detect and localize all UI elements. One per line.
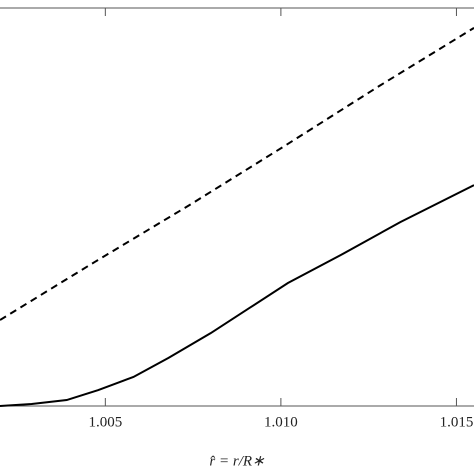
- line: [0, 184, 474, 407]
- x-tick-label: 1.010: [264, 414, 298, 430]
- x-tick-label: 1.005: [88, 414, 122, 430]
- x-axis-label: r̂ = r/R∗: [209, 453, 265, 469]
- line: [0, 27, 474, 321]
- x-tick-label: 1.015: [440, 414, 474, 430]
